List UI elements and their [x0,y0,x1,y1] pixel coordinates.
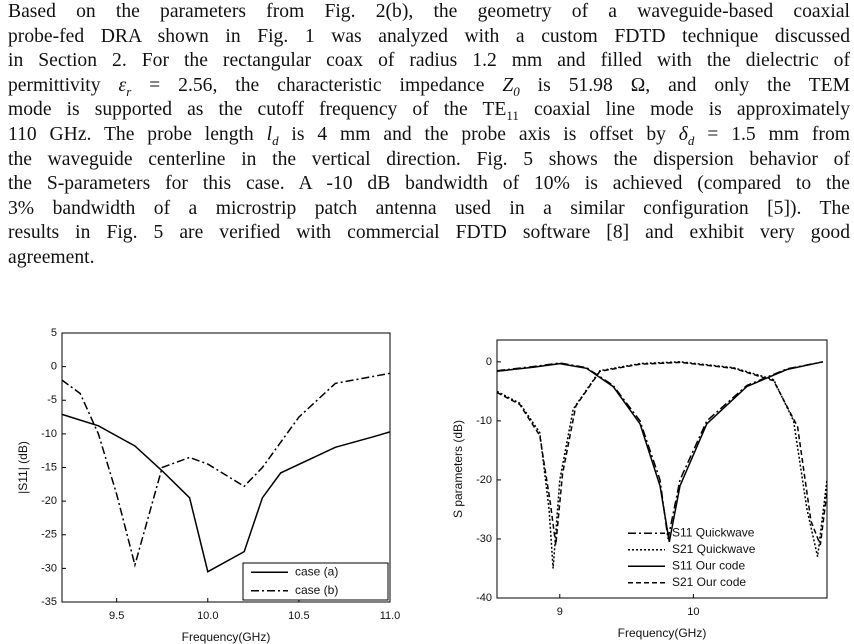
text-line: results in Fig. 5 are verified with comm… [8,221,850,246]
text-run: permittivity [8,74,119,96]
text-line: in Section 2. For the rectangular coax o… [8,49,850,74]
series-line [496,361,824,543]
text-run: mode is supported as the cutoff frequenc… [8,99,507,121]
text-line: the waveguide centerline in the vertical… [8,148,850,173]
series-line [496,361,824,540]
y-tick-label: -30 [41,562,57,574]
series-line [496,361,828,546]
text-run: is 51.98 Ω, and only the TEM [519,74,850,96]
legend-label: S21 Quickwave [672,542,756,556]
y-tick-label: 5 [51,327,57,339]
text-line: 110 GHz. The probe length ld is 4 mm and… [8,123,850,148]
text-run: probe-fed DRA shown in Fig. 1 was analyz… [8,25,850,47]
text-line: Based on the parameters from Fig. 2(b), … [8,0,850,25]
plot-frame [496,339,828,599]
text-run: results in Fig. 5 are verified with comm… [8,222,850,244]
y-tick-label: 0 [486,356,492,368]
symbol: Z [502,74,514,96]
text-run: agreement. [8,246,95,268]
text-line: 3% bandwidth of a microstrip patch anten… [8,197,850,222]
y-tick-label: -15 [41,461,57,473]
subscript: d [687,132,695,148]
subscript: 11 [506,108,519,124]
x-tick-label: 9.5 [109,610,124,622]
y-tick-label: -20 [476,474,492,486]
body-text: Based on the parameters from Fig. 2(b), … [8,0,850,271]
text-run: = 2.56, the characteristic impedance [131,74,503,96]
x-tick-label: 10.0 [197,610,218,622]
y-tick-label: -40 [476,592,492,604]
subscript: d [272,132,279,148]
subscript: 0 [513,83,520,99]
subscript: r [126,83,132,99]
text-line: agreement. [8,246,850,271]
text-run: the S-parameters for this case. A -10 dB… [8,173,850,195]
text-line: the S-parameters for this case. A -10 dB… [8,172,850,197]
symbol: ε [118,74,127,96]
text-run: Based on the parameters from Fig. 2(b), … [8,1,850,22]
text-run: in Section 2. For the rectangular coax o… [8,50,850,72]
y-tick-label: -5 [47,394,57,406]
text-run: = 1.5 mm from [694,123,850,145]
text-run: coaxial line mode is approximately [518,99,851,121]
chart: -35 -30 -25 -20 -15 -10 -5 0 5 9.5 10.0 10.5 11.0 Fre… [16,327,401,644]
legend-label: S11 Our code [672,558,745,572]
x-axis-label: Frequency(GHz) [182,630,271,644]
x-tick-label: 10 [687,606,699,618]
y-tick-label: -10 [476,415,492,427]
legend-label: S21 Our code [672,575,746,589]
x-axis-label: Frequency(GHz) [618,626,707,640]
x-tick-label: 10.5 [288,610,309,622]
y-axis-label: S parameters (dB) [451,420,465,518]
series-line [61,413,391,573]
chart: -40 -30 -20 -10 0 9 10 Frequency(GHz) S paramete… [451,339,828,640]
legend-label: case (a) [295,564,338,578]
text-line: mode is supported as the cutoff frequenc… [8,98,850,123]
text-run: the waveguide centerline in the vertical… [8,148,850,170]
y-tick-label: -35 [41,596,57,608]
symbol: δ [678,123,688,145]
x-tick-label: 11.0 [380,610,401,622]
text-run: 3% bandwidth of a microstrip patch anten… [8,197,850,219]
symbol: l [266,123,273,145]
text-line: permittivity εr = 2.56, the characterist… [8,74,850,99]
y-axis-label: |S11| (dB) [16,441,30,494]
legend-label: S11 Quickwave [672,525,755,539]
text-run: 110 GHz. The probe length [8,123,267,145]
x-tick-label: 9 [557,606,563,618]
y-tick-label: -25 [41,529,57,541]
y-tick-label: -10 [41,428,57,440]
y-tick-label: 0 [51,361,57,373]
series-line [496,361,828,569]
text-run: is 4 mm and the probe axis is offset by [278,123,679,145]
legend-label: case (b) [295,583,338,597]
legend-box [242,562,389,601]
y-tick-label: -20 [41,495,57,507]
text-line: probe-fed DRA shown in Fig. 1 was analyz… [8,25,850,50]
y-tick-label: -30 [476,533,492,545]
series-line [61,372,391,568]
